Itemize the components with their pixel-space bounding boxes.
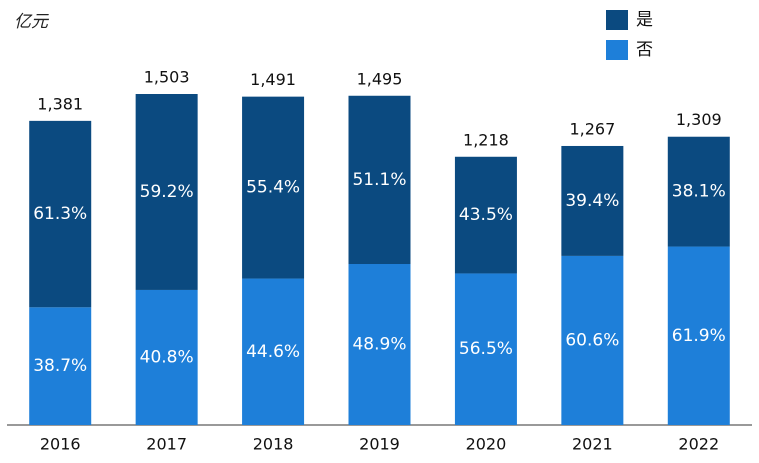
bar-segment bbox=[29, 120, 92, 308]
unit-label: 亿元 bbox=[14, 12, 50, 32]
bar-segment bbox=[348, 95, 411, 265]
x-tick-label: 2016 bbox=[40, 435, 81, 454]
segment-label: 40.8% bbox=[140, 347, 194, 367]
bar-segment bbox=[348, 264, 411, 425]
segment-label: 59.2% bbox=[140, 182, 194, 202]
segment-label: 51.1% bbox=[352, 170, 406, 190]
legend-swatch bbox=[606, 40, 628, 60]
segment-label: 60.6% bbox=[565, 330, 619, 350]
segment-label: 44.6% bbox=[246, 342, 300, 362]
segment-label: 61.9% bbox=[672, 326, 726, 346]
bar-segment bbox=[454, 273, 517, 425]
total-label: 1,309 bbox=[676, 110, 722, 129]
segment-label: 61.3% bbox=[33, 204, 87, 224]
legend-label: 否 bbox=[636, 40, 653, 60]
total-label: 1,381 bbox=[37, 94, 83, 113]
bar-segment bbox=[29, 307, 92, 425]
bar-segment bbox=[135, 94, 198, 290]
bar-segment bbox=[135, 289, 198, 425]
bar-segment bbox=[667, 136, 730, 247]
segment-label: 56.5% bbox=[459, 339, 513, 359]
segment-label: 55.4% bbox=[246, 178, 300, 198]
segment-label: 43.5% bbox=[459, 205, 513, 225]
x-tick-label: 2022 bbox=[678, 435, 719, 454]
total-label: 1,495 bbox=[357, 69, 403, 88]
bar-segment bbox=[561, 255, 624, 425]
total-label: 1,218 bbox=[463, 130, 509, 149]
x-tick-label: 2020 bbox=[466, 435, 507, 454]
total-label: 1,503 bbox=[144, 68, 190, 87]
segment-label: 48.9% bbox=[352, 335, 406, 355]
x-tick-label: 2017 bbox=[146, 435, 187, 454]
segment-label: 39.4% bbox=[565, 191, 619, 211]
total-label: 1,491 bbox=[250, 70, 296, 89]
bar-segment bbox=[667, 246, 730, 425]
segment-label: 38.7% bbox=[33, 356, 87, 376]
x-tick-label: 2021 bbox=[572, 435, 613, 454]
x-tick-label: 2018 bbox=[253, 435, 294, 454]
bar-segment bbox=[242, 96, 305, 279]
legend-label: 是 bbox=[636, 10, 653, 30]
total-label: 1,267 bbox=[569, 119, 615, 138]
bar-segment bbox=[561, 145, 624, 256]
segment-label: 38.1% bbox=[672, 182, 726, 202]
x-tick-label: 2019 bbox=[359, 435, 400, 454]
legend-swatch bbox=[606, 10, 628, 30]
bar-segment bbox=[454, 156, 517, 274]
bar-segment bbox=[242, 278, 305, 425]
